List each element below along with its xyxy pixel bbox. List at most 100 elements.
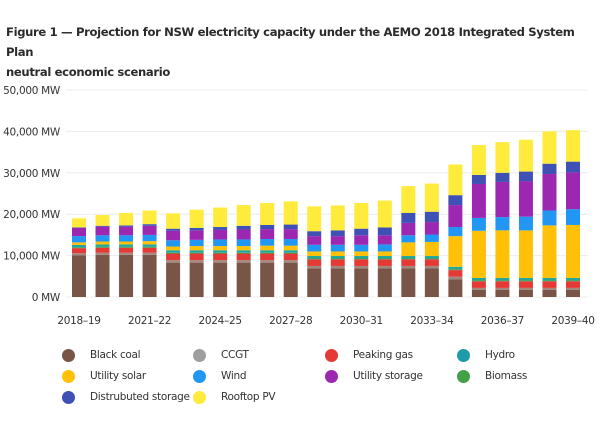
bar-segment-distrubuted-storage — [448, 195, 463, 206]
bar-segment-utility-solar — [283, 245, 298, 251]
bar-segment-wind — [189, 239, 204, 247]
chart-title-line-2: neutral economic scenario — [6, 65, 170, 79]
bar-stack — [72, 218, 86, 297]
legend-label: Distrubuted storage — [90, 391, 190, 403]
bar-segment-hydro — [119, 244, 134, 247]
bar-segment-biomass — [471, 280, 486, 282]
bar-segment-ccgt — [495, 287, 510, 290]
bar-segment-distrubuted-storage — [72, 227, 86, 228]
bars — [72, 130, 580, 297]
bar-segment-rooftop-pv — [542, 131, 557, 164]
bar-segment-hydro — [471, 277, 486, 281]
bar-segment-peaking-gas — [448, 270, 463, 277]
bar-segment-ccgt — [213, 260, 228, 263]
bar-stack — [495, 142, 510, 297]
y-tick-label: 40,000 MW — [3, 126, 61, 138]
bar-segment-wind — [495, 217, 510, 231]
bar-segment-rooftop-pv — [260, 203, 275, 225]
bar-segment-distrubuted-storage — [119, 225, 134, 227]
bar-segment-wind — [542, 210, 557, 226]
bar-segment-peaking-gas — [495, 281, 510, 288]
x-tick-label: 2027–28 — [269, 315, 312, 327]
bar-segment-utility-solar — [119, 241, 134, 245]
bar-segment-biomass — [330, 258, 345, 260]
bar-segment-utility-solar — [542, 225, 557, 278]
legend-item-utility-storage: Utility storage — [325, 366, 423, 386]
bar-stack — [542, 131, 557, 297]
bar-segment-utility-storage — [189, 230, 204, 240]
bar-segment-biomass — [518, 280, 533, 282]
bar-segment-ccgt — [566, 287, 580, 290]
bar-segment-hydro — [518, 277, 533, 281]
legend-item-wind: Wind — [193, 366, 247, 386]
bar-segment-peaking-gas — [542, 281, 557, 288]
bar-segment-utility-storage — [542, 174, 557, 211]
bar-segment-black-coal — [377, 268, 392, 297]
bar-segment-biomass — [142, 246, 157, 248]
bar-stack — [95, 215, 110, 297]
bar-segment-biomass — [95, 246, 110, 248]
legend-dot-icon — [62, 348, 75, 362]
bar-segment-wind — [72, 236, 86, 243]
bar-segment-biomass — [424, 258, 439, 260]
bar-segment-rooftop-pv — [495, 142, 510, 173]
bar-segment-biomass — [166, 252, 181, 254]
x-tick-label: 2033–34 — [410, 315, 454, 327]
bar-segment-peaking-gas — [95, 247, 110, 253]
bar-segment-wind — [260, 239, 275, 246]
bar-segment-black-coal — [166, 262, 181, 297]
bar-segment-rooftop-pv — [377, 200, 392, 228]
bar-segment-wind — [448, 227, 463, 237]
bar-segment-black-coal — [448, 279, 463, 297]
bar-segment-rooftop-pv — [189, 209, 204, 228]
legend-label: CCGT — [221, 349, 249, 361]
bar-segment-biomass — [283, 252, 298, 254]
bar-stack — [471, 145, 486, 297]
bar-stack — [401, 186, 416, 297]
bar-stack — [518, 139, 533, 297]
bar-segment-wind — [566, 209, 580, 225]
bar-segment-wind — [401, 235, 416, 243]
bar-segment-wind — [471, 217, 486, 231]
bar-segment-peaking-gas — [354, 259, 369, 266]
bar-segment-ccgt — [307, 265, 322, 269]
legend-dot-icon — [62, 369, 75, 383]
bar-segment-utility-solar — [495, 230, 510, 278]
bar-segment-peaking-gas — [307, 259, 322, 266]
bar-segment-black-coal — [542, 289, 557, 297]
bar-segment-utility-storage — [236, 229, 251, 240]
bar-segment-wind — [377, 244, 392, 252]
bar-segment-biomass — [189, 252, 204, 254]
bar-segment-rooftop-pv — [471, 145, 486, 175]
bar-segment-utility-solar — [377, 251, 392, 257]
bar-segment-biomass — [542, 280, 557, 282]
bar-segment-hydro — [213, 250, 228, 253]
bar-segment-rooftop-pv — [119, 212, 134, 226]
bar-stack — [166, 213, 181, 297]
bar-segment-ccgt — [72, 253, 86, 256]
bar-segment-utility-storage — [142, 225, 157, 235]
bar-segment-utility-storage — [495, 181, 510, 218]
bar-segment-rooftop-pv — [95, 215, 110, 226]
bar-segment-distrubuted-storage — [542, 163, 557, 175]
bar-segment-hydro — [166, 250, 181, 253]
bar-segment-peaking-gas — [424, 259, 439, 266]
bar-stack — [330, 205, 345, 297]
bar-segment-rooftop-pv — [330, 205, 345, 231]
legend-dot-icon — [193, 348, 206, 362]
bar-segment-peaking-gas — [260, 253, 275, 261]
chart-title-line-1: Figure 1 — Projection for NSW electricit… — [6, 25, 575, 59]
y-tick-label: 50,000 MW — [3, 85, 61, 97]
bar-segment-hydro — [354, 256, 369, 259]
bar-segment-distrubuted-storage — [95, 225, 110, 227]
bar-segment-utility-solar — [518, 230, 533, 278]
bar-segment-utility-solar — [448, 236, 463, 267]
bar-segment-biomass — [260, 252, 275, 254]
bar-segment-wind — [119, 235, 134, 242]
bar-segment-biomass — [354, 258, 369, 260]
bar-segment-hydro — [448, 266, 463, 270]
legend-item-biomass: Biomass — [457, 366, 527, 386]
bar-segment-rooftop-pv — [448, 164, 463, 196]
bar-segment-peaking-gas — [401, 259, 416, 266]
bar-segment-hydro — [377, 256, 392, 259]
